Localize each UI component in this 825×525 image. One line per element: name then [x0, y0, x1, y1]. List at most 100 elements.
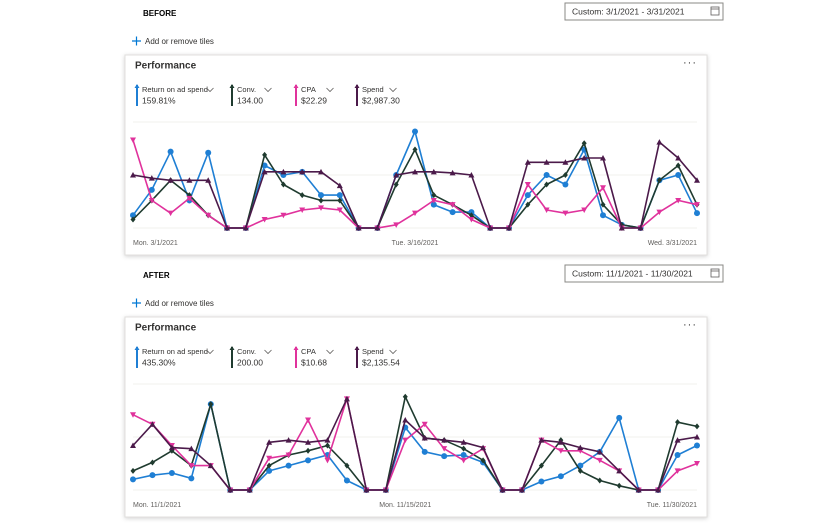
point [543, 159, 550, 165]
series-line [132, 395, 698, 491]
metric-name[interactable]: Spend [362, 85, 384, 94]
metric-chevron[interactable] [389, 349, 397, 355]
point [441, 437, 448, 443]
metric-name[interactable]: Return on ad spend [142, 347, 208, 356]
point [656, 139, 663, 145]
point [305, 417, 312, 424]
point [324, 437, 331, 443]
point [412, 146, 418, 153]
point [460, 439, 467, 445]
add-tiles[interactable]: Add or remove tiles [145, 37, 214, 46]
point [480, 444, 487, 451]
point [186, 177, 193, 183]
point [318, 197, 324, 204]
point [188, 475, 195, 482]
point [562, 159, 569, 165]
point [674, 437, 681, 443]
metric-chevron[interactable] [264, 87, 272, 93]
metric-chevron[interactable] [264, 349, 272, 355]
point [205, 212, 212, 219]
point [246, 487, 253, 493]
point [543, 172, 550, 178]
point [412, 168, 418, 175]
point [168, 444, 175, 451]
point [168, 470, 175, 477]
point [318, 205, 324, 211]
point [506, 225, 512, 231]
point [694, 423, 700, 430]
point [656, 177, 662, 184]
point [674, 468, 681, 474]
metric-name[interactable]: Return on ad spend [142, 85, 208, 94]
point [675, 155, 682, 161]
metric-name[interactable]: CPA [301, 85, 316, 94]
point [655, 487, 662, 493]
point [285, 462, 292, 469]
x-tick-label: Mon. 3/1/2021 [133, 240, 178, 247]
point [538, 478, 545, 485]
point [280, 181, 286, 188]
date-picker[interactable] [564, 2, 724, 21]
point [441, 453, 448, 460]
x-tick-label: Tue. 11/30/2021 [647, 502, 697, 509]
point [430, 168, 437, 175]
point [148, 197, 155, 204]
card [124, 54, 708, 256]
x-tick-label: Mon. 11/1/2021 [133, 502, 181, 509]
point [186, 195, 193, 202]
point [597, 477, 603, 484]
metric-name[interactable]: Conv. [237, 347, 256, 356]
metric-chevron[interactable] [206, 349, 214, 355]
point [305, 439, 312, 445]
date-picker[interactable] [564, 264, 724, 283]
point [262, 151, 268, 158]
point [242, 225, 249, 231]
point [449, 202, 456, 208]
metric-name[interactable]: CPA [301, 347, 316, 356]
point [468, 217, 475, 223]
point [299, 168, 306, 175]
point [562, 172, 568, 178]
point [577, 467, 583, 474]
metric-name[interactable]: Conv. [237, 85, 256, 94]
point [167, 210, 174, 217]
point [130, 467, 136, 474]
metric-value: 134.00 [237, 95, 263, 105]
date-range: Custom: 3/1/2021 - 3/31/2021 [572, 6, 685, 16]
point [266, 455, 273, 462]
point [280, 212, 287, 219]
more-menu[interactable]: ··· [683, 57, 697, 69]
point [305, 447, 311, 454]
metric-value: $2,987.30 [362, 95, 400, 105]
add-tiles[interactable]: Add or remove tiles [145, 299, 214, 308]
metric-chevron[interactable] [326, 87, 334, 93]
metric-chevron[interactable] [206, 87, 214, 93]
point [694, 442, 700, 449]
point [487, 225, 494, 231]
card-title: Performance [135, 61, 197, 72]
point [205, 149, 212, 156]
metric-name[interactable]: Spend [362, 347, 384, 356]
point [694, 177, 700, 183]
plus-icon [132, 36, 141, 46]
point [130, 216, 136, 223]
point [596, 457, 603, 464]
metric-value: 159.81% [142, 95, 176, 105]
point [148, 186, 155, 193]
point [694, 210, 700, 217]
point [402, 417, 409, 423]
metric-chevron[interactable] [326, 349, 334, 355]
metric-chevron[interactable] [389, 87, 397, 93]
point [524, 182, 531, 188]
point [130, 412, 136, 418]
point [441, 446, 448, 452]
more-menu[interactable]: ··· [683, 319, 697, 331]
metric-indicator-tip [354, 346, 360, 350]
point [675, 197, 682, 204]
point [261, 217, 268, 223]
section-label: BEFORE [143, 9, 177, 18]
metric-value: $2,135.54 [362, 357, 400, 367]
point [343, 477, 350, 484]
point [227, 487, 234, 493]
